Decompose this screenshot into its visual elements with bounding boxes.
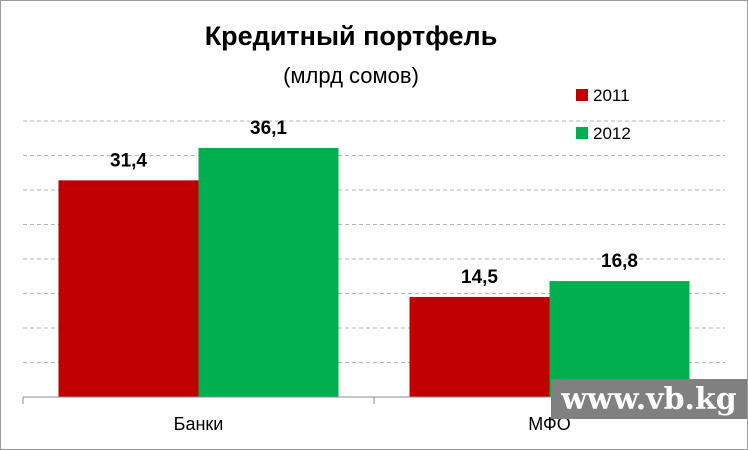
- legend-swatch-2012: [576, 127, 588, 139]
- data-label: 36,1: [250, 118, 287, 139]
- legend-swatch-2011: [576, 89, 588, 101]
- watermark: www.vb.kg: [551, 379, 747, 419]
- bar-2011-0: [58, 180, 199, 397]
- data-label: 31,4: [110, 150, 147, 171]
- data-label: 14,5: [461, 267, 498, 288]
- chart-title: Кредитный портфель: [204, 21, 498, 51]
- bar-2012-0: [198, 147, 339, 397]
- legend-label: 2011: [593, 86, 630, 105]
- bar-2012-1: [549, 281, 690, 397]
- category-label: Банки: [174, 414, 224, 434]
- chart-subtitle: (млрд сомов): [283, 63, 419, 88]
- legend-label: 2012: [593, 124, 631, 143]
- data-label: 16,8: [601, 251, 638, 272]
- bar-2011-1: [409, 296, 550, 397]
- category-label: МФО: [528, 414, 570, 434]
